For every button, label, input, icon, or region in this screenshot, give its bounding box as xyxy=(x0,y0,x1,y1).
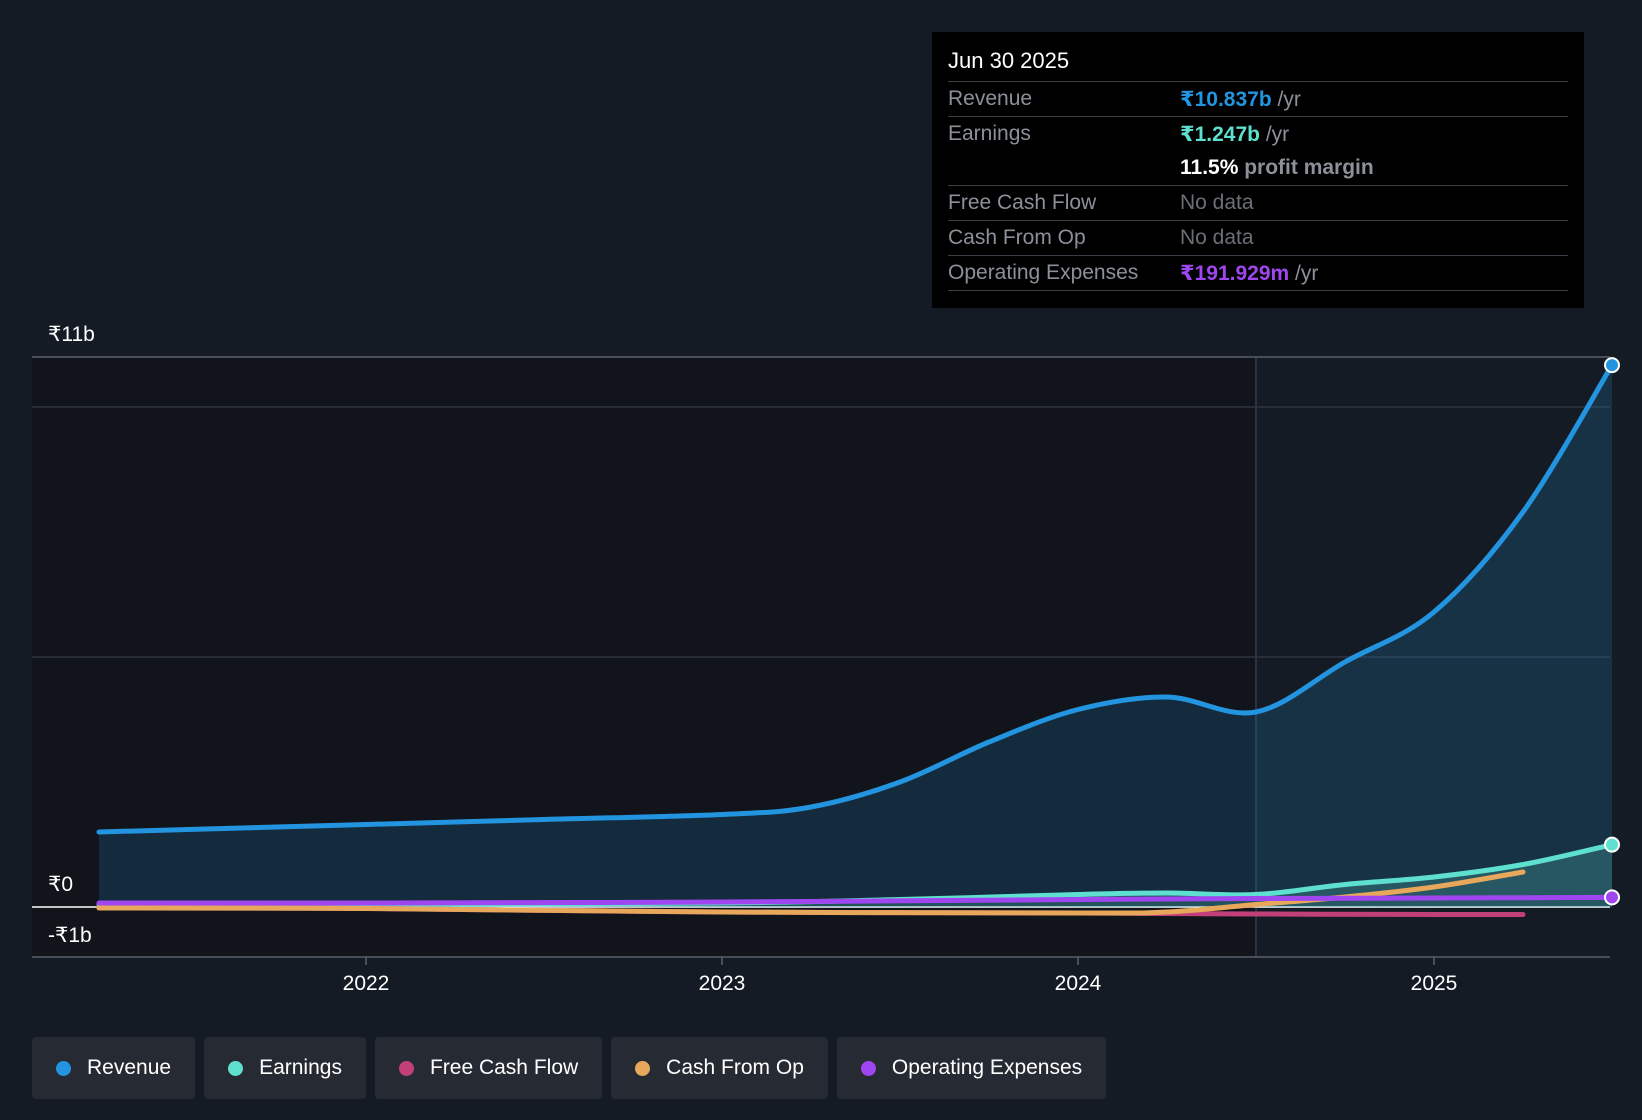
legend-dot xyxy=(860,1060,876,1076)
x-axis-ticks: 2022 2023 2024 2025 xyxy=(343,957,1458,995)
tooltip-suffix: /yr xyxy=(1260,122,1290,146)
legend-label: Cash From Op xyxy=(666,1056,804,1079)
cash-from-op-line xyxy=(96,869,1526,916)
tooltip-row-cfo: Cash From Op No data xyxy=(948,221,1568,256)
tooltip-row-opex: Operating Expenses ₹191.929m /yr xyxy=(948,256,1568,291)
tooltip-suffix: /yr xyxy=(1289,261,1319,285)
legend-label: Free Cash Flow xyxy=(429,1056,579,1079)
operating-expenses-line xyxy=(96,894,1615,906)
legend-item-earnings[interactable]: Earnings xyxy=(204,1037,366,1099)
tooltip-value: ₹1.247b xyxy=(1180,122,1260,146)
tooltip-value: ₹10.837b xyxy=(1180,87,1272,111)
grid-lines xyxy=(32,356,1610,958)
y-tick-label: -₹1b xyxy=(48,924,92,947)
legend-item-revenue[interactable]: Revenue xyxy=(32,1037,196,1099)
tooltip-label: Operating Expenses xyxy=(948,261,1139,284)
y-tick-label: ₹0 xyxy=(48,873,73,896)
end-markers xyxy=(1604,357,1620,906)
tooltip-row-earnings: Earnings ₹1.247b /yr xyxy=(948,117,1568,151)
tooltip-label: Revenue xyxy=(948,87,1033,110)
legend-label: Revenue xyxy=(87,1056,172,1079)
chart-legend: Revenue Earnings Free Cash Flow Cash Fro… xyxy=(32,1037,1107,1099)
tooltip-date: Jun 30 2025 xyxy=(948,46,1568,82)
tooltip-label: Cash From Op xyxy=(948,226,1086,249)
tooltip-value: No data xyxy=(1180,191,1254,214)
series-areas xyxy=(99,365,1612,907)
legend-dot xyxy=(398,1060,414,1076)
legend-item-free-cash-flow[interactable]: Free Cash Flow xyxy=(374,1037,603,1099)
legend-dot xyxy=(228,1060,244,1076)
x-tick-label: 2022 xyxy=(343,972,390,995)
tooltip-value: 11.5% xyxy=(1180,156,1239,179)
y-axis-ticks: ₹11b ₹0 -₹1b xyxy=(48,323,95,947)
operating-expenses-end-marker xyxy=(1604,889,1620,906)
legend-dot xyxy=(635,1060,651,1076)
tooltip-row-revenue: Revenue ₹10.837b /yr xyxy=(948,82,1568,117)
y-tick-label: ₹11b xyxy=(48,323,95,346)
x-tick-label: 2023 xyxy=(699,972,746,995)
tooltip-label: Free Cash Flow xyxy=(948,191,1097,214)
tooltip-panel: Jun 30 2025 Revenue ₹10.837b /yr Earning… xyxy=(932,32,1584,308)
tooltip-value: ₹191.929m xyxy=(1180,261,1290,285)
revenue-area xyxy=(99,365,1612,907)
tooltip-label: Earnings xyxy=(948,122,1031,145)
legend-label: Operating Expenses xyxy=(891,1056,1083,1079)
tooltip-suffix: /yr xyxy=(1271,87,1301,111)
legend-item-operating-expenses[interactable]: Operating Expenses xyxy=(836,1037,1107,1099)
tooltip-row-profit-margin: 11.5% profit margin xyxy=(948,151,1568,186)
tooltip-row-fcf: Free Cash Flow No data xyxy=(948,186,1568,221)
legend-item-cash-from-op[interactable]: Cash From Op xyxy=(611,1037,828,1099)
legend-dot xyxy=(56,1060,71,1076)
earnings-end-marker xyxy=(1604,836,1620,853)
earnings-area xyxy=(99,844,1612,907)
legend-label: Earnings xyxy=(259,1056,342,1079)
tooltip-suffix: profit margin xyxy=(1238,156,1374,179)
series-lines xyxy=(96,362,1615,918)
x-tick-label: 2024 xyxy=(1055,972,1102,995)
revenue-line xyxy=(96,362,1615,835)
chart-area: ₹11b ₹0 -₹1b 2022 2023 2024 2025 xyxy=(32,323,1620,995)
revenue-end-marker xyxy=(1604,357,1620,374)
tooltip-value: No data xyxy=(1180,226,1254,249)
x-tick-label: 2025 xyxy=(1411,972,1458,995)
